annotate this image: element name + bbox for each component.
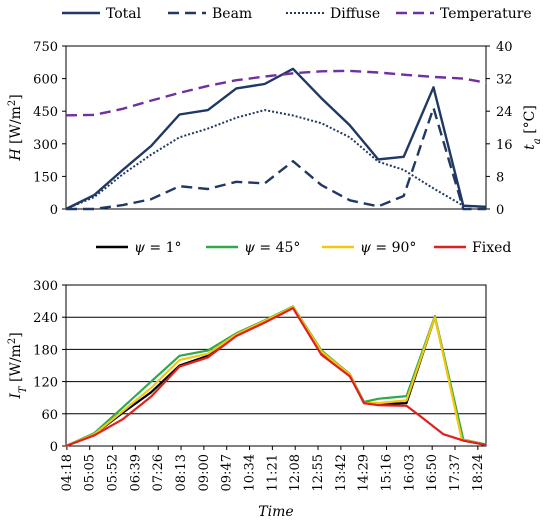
- bottom-chart-legend: ψ = 1° ψ = 45° ψ = 90° Fixed: [96, 240, 511, 256]
- bottom-x-tick-label: 15:16: [380, 454, 395, 491]
- bottom-x-tick-label: 11:21: [265, 454, 280, 491]
- bottom-x-tick-label: 12:55: [311, 454, 326, 491]
- bottom-x-tick-label: 16:50: [425, 454, 440, 491]
- bottom-x-tick-label: 14:29: [357, 454, 372, 491]
- bottom-series-line-3: [65, 307, 487, 448]
- bottom-legend-label-2: ψ = 90°: [360, 240, 416, 256]
- top-series-beam-line: [66, 106, 486, 211]
- bottom-y-tick-label: 180: [33, 343, 58, 358]
- bottom-series-line-2: [65, 305, 487, 448]
- top-legend-label-diffuse: Diffuse: [330, 6, 380, 22]
- top-left-tick-label: 750: [33, 40, 58, 55]
- top-chart-legend: Total Beam Diffuse Temperature: [62, 6, 532, 22]
- bottom-x-tick-label: 09:00: [197, 454, 212, 491]
- bottom-y-axis-label: IT [W/m2]: [7, 332, 29, 399]
- top-right-tick-label: 8: [496, 170, 504, 185]
- top-plot-frame: [65, 45, 487, 210]
- top-left-tick-label: 600: [33, 73, 58, 88]
- bottom-x-tick-label: 07:26: [151, 454, 166, 491]
- top-left-tick-label: 150: [33, 170, 58, 185]
- bottom-legend-label-3: Fixed: [472, 240, 511, 256]
- top-series-diffuse-line: [65, 109, 487, 210]
- bottom-y-tick-label: 60: [41, 408, 58, 423]
- top-series-total-line: [65, 67, 487, 211]
- top-chart: 0 150 300 450 600 750 0 8 16 24 32 40 H [W/m2] ta [°C…: [7, 40, 543, 218]
- top-series-temperature-line: [65, 69, 487, 117]
- bottom-x-tick-label: 12:08: [288, 454, 303, 491]
- top-legend-label-total: Total: [106, 6, 142, 22]
- bottom-plot-frame: [65, 284, 487, 447]
- bottom-x-tick-label: 06:39: [128, 454, 143, 491]
- bottom-series-line-0: [65, 306, 487, 448]
- bottom-x-tick-label: 16:03: [402, 454, 417, 491]
- bottom-y-tick-label: 120: [33, 376, 58, 391]
- top-left-tick-label: 450: [33, 105, 58, 120]
- top-right-tick-label: 40: [496, 40, 513, 55]
- bottom-y-tick-label: 240: [33, 311, 58, 326]
- bottom-y-tick-label: 300: [33, 279, 58, 294]
- top-right-tick-label: 32: [496, 73, 513, 88]
- top-legend-label-temperature: Temperature: [440, 6, 532, 22]
- top-right-tick-label: 24: [496, 105, 513, 120]
- bottom-x-tick-label: 10:34: [243, 454, 258, 491]
- top-left-tick-label: 300: [33, 138, 58, 153]
- bottom-x-tick-label: 05:05: [83, 454, 98, 491]
- top-y2-axis-label: ta [°C]: [522, 105, 543, 150]
- bottom-legend-label-0: ψ = 1°: [134, 240, 182, 256]
- top-right-tick-label: 16: [496, 138, 513, 153]
- bottom-legend-label-1: ψ = 45°: [244, 240, 300, 256]
- top-right-tick-label: 0: [496, 203, 504, 218]
- bottom-x-tick-label: 05:52: [106, 454, 121, 491]
- top-y-axis-label: H [W/m2]: [7, 94, 25, 161]
- top-left-tick-label: 0: [50, 203, 58, 218]
- top-legend-label-beam: Beam: [212, 6, 252, 22]
- bottom-y-tick-label: 0: [50, 440, 58, 455]
- bottom-x-axis-label: Time: [258, 504, 293, 520]
- bottom-x-tick-label: 08:13: [174, 454, 189, 491]
- bottom-x-tick-label: 04:18: [60, 454, 75, 491]
- bottom-series-line-1: [65, 305, 487, 448]
- bottom-x-tick-label: 09:47: [220, 454, 235, 491]
- legend-text: Fixed: [472, 240, 511, 256]
- bottom-chart: 0 60 120 180 240 300 04:18 05:05 05:52 06:39 07:26…: [7, 279, 487, 520]
- bottom-x-tick-label: 17:37: [448, 454, 463, 491]
- bottom-x-tick-label: 13:42: [334, 454, 349, 491]
- bottom-x-tick-label: 18:24: [471, 454, 486, 491]
